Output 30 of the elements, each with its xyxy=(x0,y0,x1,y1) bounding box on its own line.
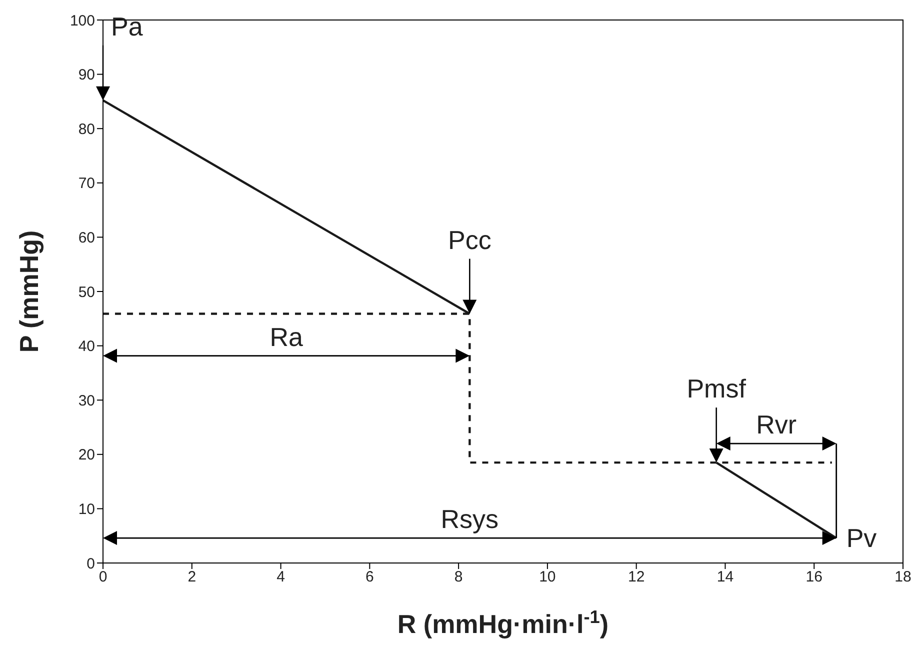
y-tick-label: 70 xyxy=(78,175,95,192)
y-tick-label: 0 xyxy=(86,555,95,572)
y-axis-title: P (mmHg) xyxy=(14,230,44,353)
x-tick-label: 6 xyxy=(365,568,374,586)
y-tick-label: 10 xyxy=(78,501,95,518)
x-tick-label: 8 xyxy=(454,568,463,586)
annotation: Pv xyxy=(846,523,877,554)
y-tick-label: 30 xyxy=(78,392,95,410)
x-tick-label: 4 xyxy=(276,568,285,586)
y-tick-label: 90 xyxy=(78,66,95,84)
x-tick-label: 10 xyxy=(539,568,556,586)
x-tick-label: 12 xyxy=(628,568,645,586)
x-tick-label: 0 xyxy=(98,568,108,586)
y-tick-label: 60 xyxy=(78,230,95,247)
x-tick-label: 18 xyxy=(894,568,912,586)
annotation: Pmsf xyxy=(686,374,747,404)
y-tick-label: 80 xyxy=(78,120,95,138)
annotation: Pcc xyxy=(448,224,492,255)
x-tick-label: 16 xyxy=(806,568,822,586)
annotation: Pa xyxy=(111,11,144,42)
annotation: Rvr xyxy=(756,410,797,440)
y-tick-label: 100 xyxy=(70,12,95,30)
annotation: Ra xyxy=(270,322,304,352)
x-axis-title: R (mmHg·min·l$^{-1}$) xyxy=(397,607,609,639)
x-tick-label: 14 xyxy=(716,568,734,586)
y-tick-label: 40 xyxy=(78,338,95,356)
y-tick-label: 20 xyxy=(78,446,95,464)
y-tick-label: 50 xyxy=(78,284,95,301)
x-tick-label: 2 xyxy=(188,568,196,586)
annotation: Rsys xyxy=(440,504,499,534)
